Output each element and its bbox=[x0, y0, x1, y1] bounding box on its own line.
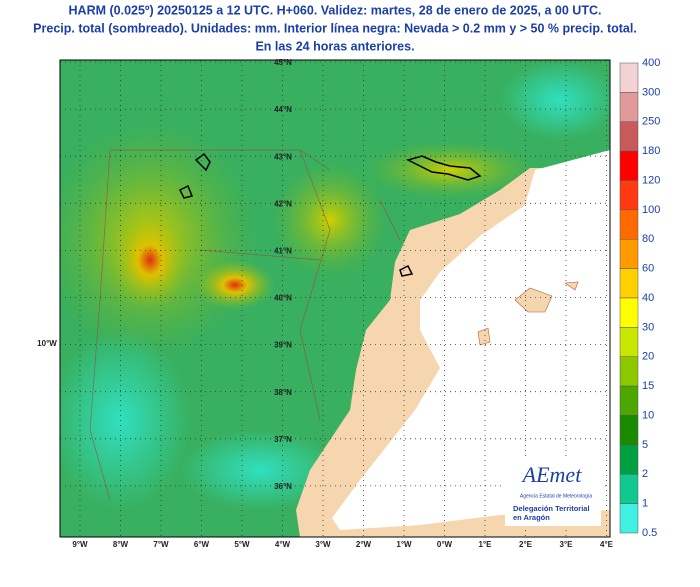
colorbar-band bbox=[619, 92, 639, 122]
lon-label: 9°W bbox=[72, 540, 88, 549]
colorbar-band bbox=[619, 444, 639, 475]
lon-label: 1°E bbox=[479, 540, 493, 549]
lat-label: 42°N bbox=[274, 199, 292, 208]
lon-label: 4°E bbox=[600, 540, 614, 549]
lon-label: 4°W bbox=[275, 540, 291, 549]
lat-label: 36°N bbox=[274, 482, 292, 491]
lon-label: 3°W bbox=[315, 540, 331, 549]
logo-agency: Agencia Estatal de Meteorología bbox=[520, 493, 592, 499]
lat-label: 41°N bbox=[274, 247, 292, 256]
lon-label: 8°W bbox=[113, 540, 129, 549]
map bbox=[60, 60, 610, 537]
colorbar-label: 120 bbox=[642, 174, 660, 186]
colorbar-band bbox=[619, 385, 639, 416]
colorbar-band bbox=[619, 62, 639, 93]
colorbar-band bbox=[619, 474, 639, 504]
logo-name: AEmet bbox=[521, 462, 583, 487]
colorbar-band bbox=[619, 150, 639, 181]
lat-label: 45°N bbox=[274, 58, 292, 67]
lon-label: 2°E bbox=[519, 540, 533, 549]
colorbar-label: 0.5 bbox=[642, 527, 657, 539]
colorbar-label: 60 bbox=[642, 263, 654, 275]
colorbar-label: 180 bbox=[642, 145, 660, 157]
lat-label: 43°N bbox=[274, 152, 292, 161]
colorbar-label: 80 bbox=[642, 233, 654, 245]
lon-label: 0°W bbox=[437, 540, 453, 549]
colorbar-label: 10 bbox=[642, 409, 654, 421]
lat-label: 39°N bbox=[274, 341, 292, 350]
lat-label: 38°N bbox=[274, 388, 292, 397]
colorbar-label: 40 bbox=[642, 292, 654, 304]
logo: AEmet Agencia Estatal de Meteorología De… bbox=[505, 458, 601, 526]
lat-label: 40°N bbox=[274, 294, 292, 303]
header-line: HARM (0.025º) 20250125 a 12 UTC. H+060. … bbox=[69, 3, 602, 17]
logo-office: Delegación Territorial bbox=[513, 504, 590, 513]
colorbar-band bbox=[619, 180, 639, 211]
lon-label: 1°W bbox=[396, 540, 412, 549]
lon-label: 7°W bbox=[153, 540, 169, 549]
colorbar-band bbox=[619, 327, 639, 357]
colorbar-label: 250 bbox=[642, 116, 660, 128]
colorbar-band bbox=[619, 356, 639, 387]
colorbar-band bbox=[619, 503, 639, 534]
colorbar-label: 2 bbox=[642, 468, 648, 480]
colorbar-band bbox=[619, 121, 639, 152]
colorbar-label: 300 bbox=[642, 86, 660, 98]
colorbar-label: 5 bbox=[642, 439, 648, 451]
colorbar-band bbox=[619, 268, 639, 299]
colorbar-label: 100 bbox=[642, 204, 660, 216]
colorbar-band bbox=[619, 209, 639, 240]
left-label: 10°W bbox=[37, 339, 57, 348]
colorbar-label: 15 bbox=[642, 380, 654, 392]
colorbar-band bbox=[619, 239, 639, 269]
colorbar-label: 1 bbox=[642, 498, 648, 510]
lat-label: 44°N bbox=[274, 105, 292, 114]
lat-label: 37°N bbox=[274, 435, 292, 444]
colorbar-label: 400 bbox=[642, 57, 660, 69]
colorbar-label: 30 bbox=[642, 321, 654, 333]
lon-label: 3°E bbox=[560, 540, 574, 549]
header-line: En las 24 horas anteriores. bbox=[255, 39, 414, 53]
lon-label: 2°W bbox=[356, 540, 372, 549]
colorbar-band bbox=[619, 415, 639, 446]
header-line: Precip. total (sombreado). Unidades: mm.… bbox=[33, 21, 637, 35]
lon-label: 5°W bbox=[234, 540, 250, 549]
colorbar-label: 20 bbox=[642, 351, 654, 363]
lon-label: 6°W bbox=[194, 540, 210, 549]
colorbar-band bbox=[619, 297, 639, 328]
logo-office: en Aragón bbox=[513, 513, 550, 522]
